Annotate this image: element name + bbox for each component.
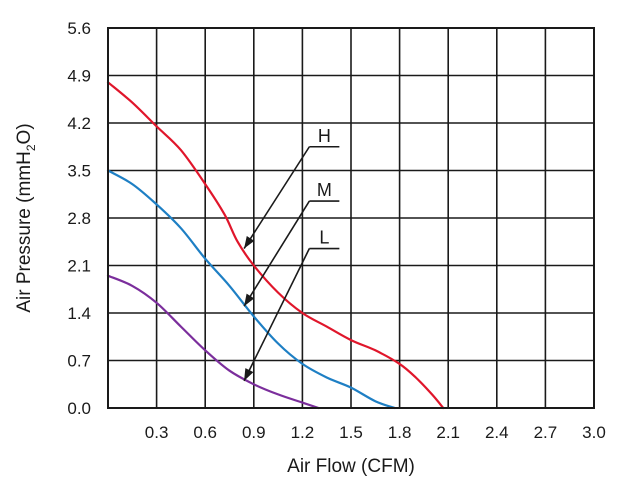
x-tick-label: 3.0 (582, 423, 606, 442)
x-tick-label: 0.9 (242, 423, 266, 442)
annotation-label-l: L (319, 228, 329, 248)
x-axis-title: Air Flow (CFM) (287, 456, 415, 477)
annotation-arrowhead-l (244, 368, 254, 381)
series-line-l (106, 274, 320, 410)
x-tick-label: 1.2 (291, 423, 315, 442)
annotation-arrowhead-m (244, 293, 255, 307)
y-tick-label: 4.9 (67, 67, 91, 86)
plot-frame (107, 27, 595, 409)
x-tick-label: 2.7 (534, 423, 558, 442)
grid (108, 27, 595, 409)
annotation-label-h: H (318, 126, 331, 146)
annotation-leader-l (243, 248, 311, 382)
x-tick-label: 0.3 (145, 423, 169, 442)
annotation-arrowhead-h (244, 236, 255, 249)
y-axis-title: Air Pressure (mmH2O) (14, 123, 38, 312)
curve-annotations: H M L (243, 126, 340, 382)
tick-labels: 0.3 0.6 0.9 1.2 1.5 1.8 2.1 2.4 2.7 3.0 0.0 0.7 1.4 2… (67, 19, 605, 442)
y-tick-label: 2.8 (67, 209, 91, 228)
x-tick-label: 1.5 (339, 423, 363, 442)
y-tick-label: 3.5 (67, 162, 91, 181)
series-line-h (106, 81, 445, 410)
y-tick-label: 0.0 (67, 399, 91, 418)
x-tick-label: 2.4 (485, 423, 509, 442)
x-tick-label: 1.8 (388, 423, 412, 442)
series-line-m (106, 169, 396, 410)
y-tick-label: 0.7 (67, 352, 91, 371)
x-tick-label: 0.6 (193, 423, 217, 442)
y-tick-label: 2.1 (67, 257, 91, 276)
annotation-label-m: M (317, 180, 332, 200)
y-tick-label: 4.2 (67, 114, 91, 133)
annotation-leader-h (243, 146, 311, 249)
series-lines (106, 81, 445, 410)
y-tick-label: 5.6 (67, 19, 91, 38)
x-tick-label: 2.1 (436, 423, 460, 442)
y-tick-label: 1.4 (67, 304, 91, 323)
annotation-leader-m (243, 200, 311, 307)
